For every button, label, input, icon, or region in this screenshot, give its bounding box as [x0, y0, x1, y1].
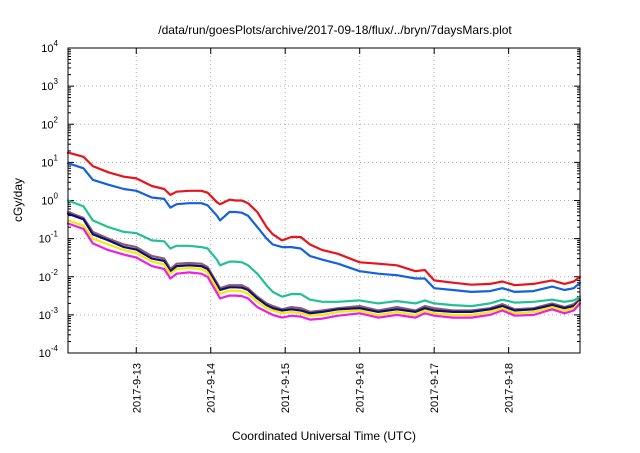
y-tick-label: 10-1: [39, 230, 59, 246]
y-tick-label: 10-3: [39, 306, 59, 322]
x-tick-label: 2017-9-18: [504, 363, 516, 413]
x-tick-label: 2017-9-15: [280, 363, 292, 413]
series-line: [66, 222, 582, 321]
x-tick-label: 2017-9-17: [429, 363, 441, 413]
series-line: [66, 212, 582, 315]
chart-title: /data/run/goesPlots/archive/2017-09-18/f…: [158, 23, 512, 37]
y-axis-label: cGy/day: [11, 178, 25, 222]
x-axis-ticks: 2017-9-13 2017-9-14 2017-9-15 2017-9-16 2017…: [131, 48, 516, 413]
series-line: [66, 151, 582, 287]
series-line: [66, 210, 582, 313]
y-tick-label: 104: [41, 39, 58, 55]
y-tick-label: 102: [41, 115, 58, 131]
data-series: [66, 151, 582, 321]
x-tick-label: 2017-9-13: [131, 363, 143, 413]
y-tick-label: 10-2: [39, 268, 59, 284]
y-tick-label: 101: [41, 153, 58, 169]
x-axis-label: Coordinated Universal Time (UTC): [232, 429, 416, 443]
series-line: [66, 162, 582, 293]
y-tick-label: 103: [41, 77, 58, 93]
y-tick-label: 10-4: [39, 344, 59, 360]
y-tick-label: 100: [41, 192, 58, 208]
x-tick-label: 2017-9-16: [355, 363, 367, 413]
x-tick-label: 2017-9-14: [206, 363, 218, 413]
plot-frame: [67, 47, 581, 354]
y-axis-ticks: 10-4 10-3 10-2 10-1 100 101 102 103 104: [39, 39, 580, 360]
series-line: [66, 199, 582, 308]
series-line: [66, 219, 582, 317]
